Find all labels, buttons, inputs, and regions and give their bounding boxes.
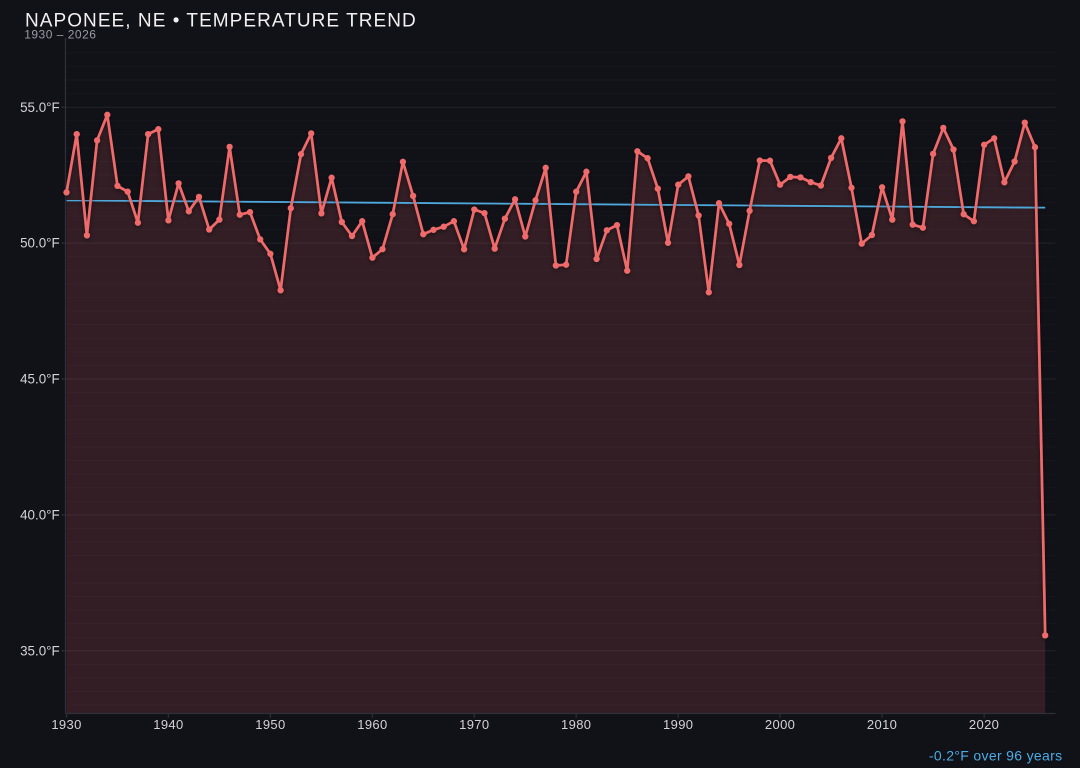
svg-text:1990: 1990 <box>663 717 693 732</box>
svg-text:1940: 1940 <box>153 717 183 732</box>
svg-text:-0.2°F over 96 years: -0.2°F over 96 years <box>929 747 1063 763</box>
svg-text:1970: 1970 <box>459 717 489 732</box>
svg-text:2000: 2000 <box>765 717 795 732</box>
svg-text:50.0°F: 50.0°F <box>20 236 60 251</box>
svg-text:1930 – 2026: 1930 – 2026 <box>24 27 96 41</box>
svg-text:35.0°F: 35.0°F <box>20 643 60 658</box>
svg-text:1930: 1930 <box>51 717 81 732</box>
svg-text:45.0°F: 45.0°F <box>20 372 60 387</box>
svg-text:1980: 1980 <box>561 717 591 732</box>
svg-text:40.0°F: 40.0°F <box>20 508 60 523</box>
svg-text:2010: 2010 <box>867 717 897 732</box>
svg-text:1960: 1960 <box>357 717 387 732</box>
svg-text:1950: 1950 <box>255 717 285 732</box>
svg-text:2020: 2020 <box>969 717 999 732</box>
svg-text:55.0°F: 55.0°F <box>20 100 60 115</box>
svg-text:NAPONEE, NE • TEMPERATURE TREN: NAPONEE, NE • TEMPERATURE TREND <box>25 10 417 31</box>
